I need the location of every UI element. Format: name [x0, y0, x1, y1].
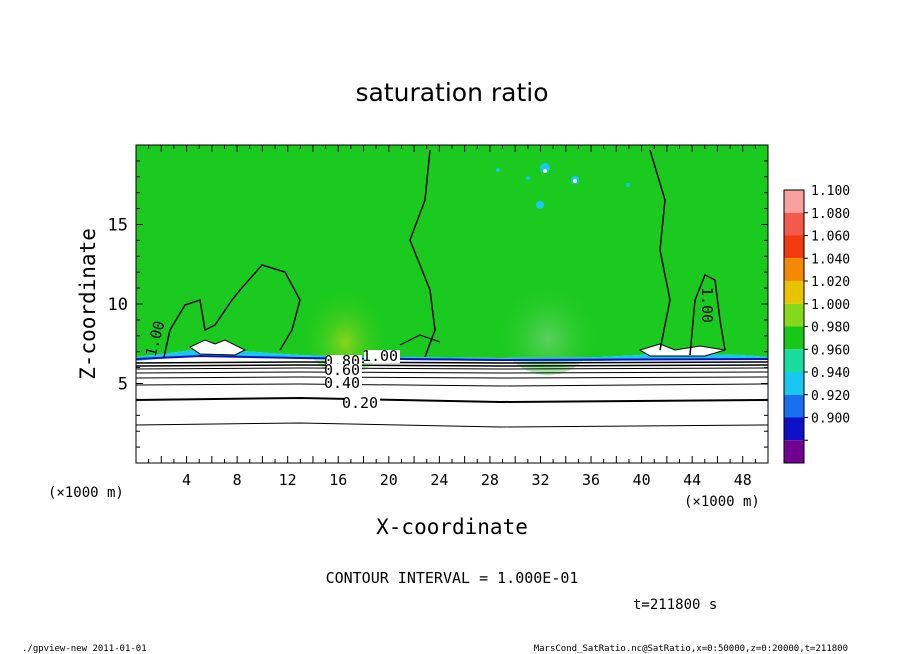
y-axis-unit: (×1000 m): [48, 485, 124, 501]
footer-left: ./gpview-new 2011-01-01: [22, 644, 147, 654]
y-tick-label: 5: [118, 375, 128, 395]
contour-label: 0.60: [324, 361, 362, 379]
speckles: [496, 163, 630, 209]
colorbar-label: 0.900: [811, 412, 850, 427]
x-tick-label: 20: [380, 471, 398, 489]
colorbar-swatch: [784, 440, 804, 463]
time-label: t=211800 s: [633, 597, 717, 613]
x-tick-label: 48: [734, 471, 752, 489]
colorbar-label: 1.100: [811, 184, 850, 199]
contour-label: 0.20: [342, 394, 380, 412]
svg-text:1.00: 1.00: [698, 287, 716, 323]
svg-text:0.20: 0.20: [342, 394, 378, 412]
colorbar-swatch: [784, 349, 804, 372]
supersaturation-blob: [493, 255, 603, 375]
x-tick-label: 12: [279, 471, 297, 489]
y-axis-label: Z-coordinate: [76, 228, 100, 380]
colorbar-label: 1.060: [811, 230, 850, 245]
x-tick-label: 32: [531, 471, 549, 489]
supersaturation-blob: [300, 265, 390, 375]
chart-title: saturation ratio: [355, 78, 548, 107]
colorbar-swatch: [784, 326, 804, 350]
contour-lines: [136, 149, 768, 428]
x-axis-unit: (×1000 m): [684, 494, 760, 510]
colorbar-swatch: [784, 258, 804, 281]
saturated-region: [136, 145, 768, 358]
y-tick-label: 15: [108, 216, 128, 236]
colorbar-label: 1.000: [811, 298, 850, 313]
colorbar: 1.100 1.080 1.060 1.040 1.020 1.000 0.980 0.960…: [783, 184, 850, 464]
colorbar-swatch: [784, 281, 804, 304]
x-tick-label: 28: [481, 471, 499, 489]
colorbar-label: 1.080: [811, 207, 850, 222]
contour-labels: 1.00 1.001.000.800.600.400.20: [142, 287, 716, 412]
colorbar-label: 1.020: [811, 275, 850, 290]
colorbar-swatch: [784, 303, 804, 327]
colorbar-label: 0.980: [811, 321, 850, 336]
x-axis: 4 8 12 16 20 24 28 32 36 40 44 48: [148, 145, 756, 489]
colorbar-swatch: [784, 190, 804, 213]
svg-text:1.00: 1.00: [362, 347, 398, 365]
svg-text:0.60: 0.60: [324, 361, 360, 379]
x-tick-label: 24: [430, 471, 448, 489]
colorbar-swatch: [784, 394, 804, 418]
colorbar-swatch: [784, 235, 804, 259]
x-tick-label: 4: [182, 471, 191, 489]
x-tick-label: 8: [233, 471, 242, 489]
y-tick-label: 10: [108, 295, 128, 315]
svg-text:0.40: 0.40: [324, 374, 360, 392]
x-tick-label: 36: [582, 471, 600, 489]
colorbar-label: 0.960: [811, 343, 850, 358]
colorbar-swatch: [784, 417, 804, 441]
contour-label: 0.40: [324, 374, 362, 392]
colorbar-label: 0.940: [811, 366, 850, 381]
y-axis: 5 10 15: [108, 160, 768, 448]
plot-area: [136, 145, 768, 463]
x-tick-label: 44: [683, 471, 701, 489]
contour-label: 1.00: [362, 347, 400, 365]
colorbar-swatch: [784, 372, 804, 395]
colorbar-label: 1.040: [811, 252, 850, 267]
contour-interval: CONTOUR INTERVAL = 1.000E-01: [326, 569, 579, 587]
x-axis-label: X-coordinate: [376, 515, 528, 539]
x-tick-label: 16: [329, 471, 347, 489]
contour-label: 1.00: [698, 287, 716, 323]
colorbar-swatch: [784, 212, 804, 236]
colorbar-label: 0.920: [811, 389, 850, 404]
x-tick-label: 40: [633, 471, 651, 489]
footer-right: MarsCond_SatRatio.nc@SatRatio,x=0:50000,…: [534, 644, 848, 654]
